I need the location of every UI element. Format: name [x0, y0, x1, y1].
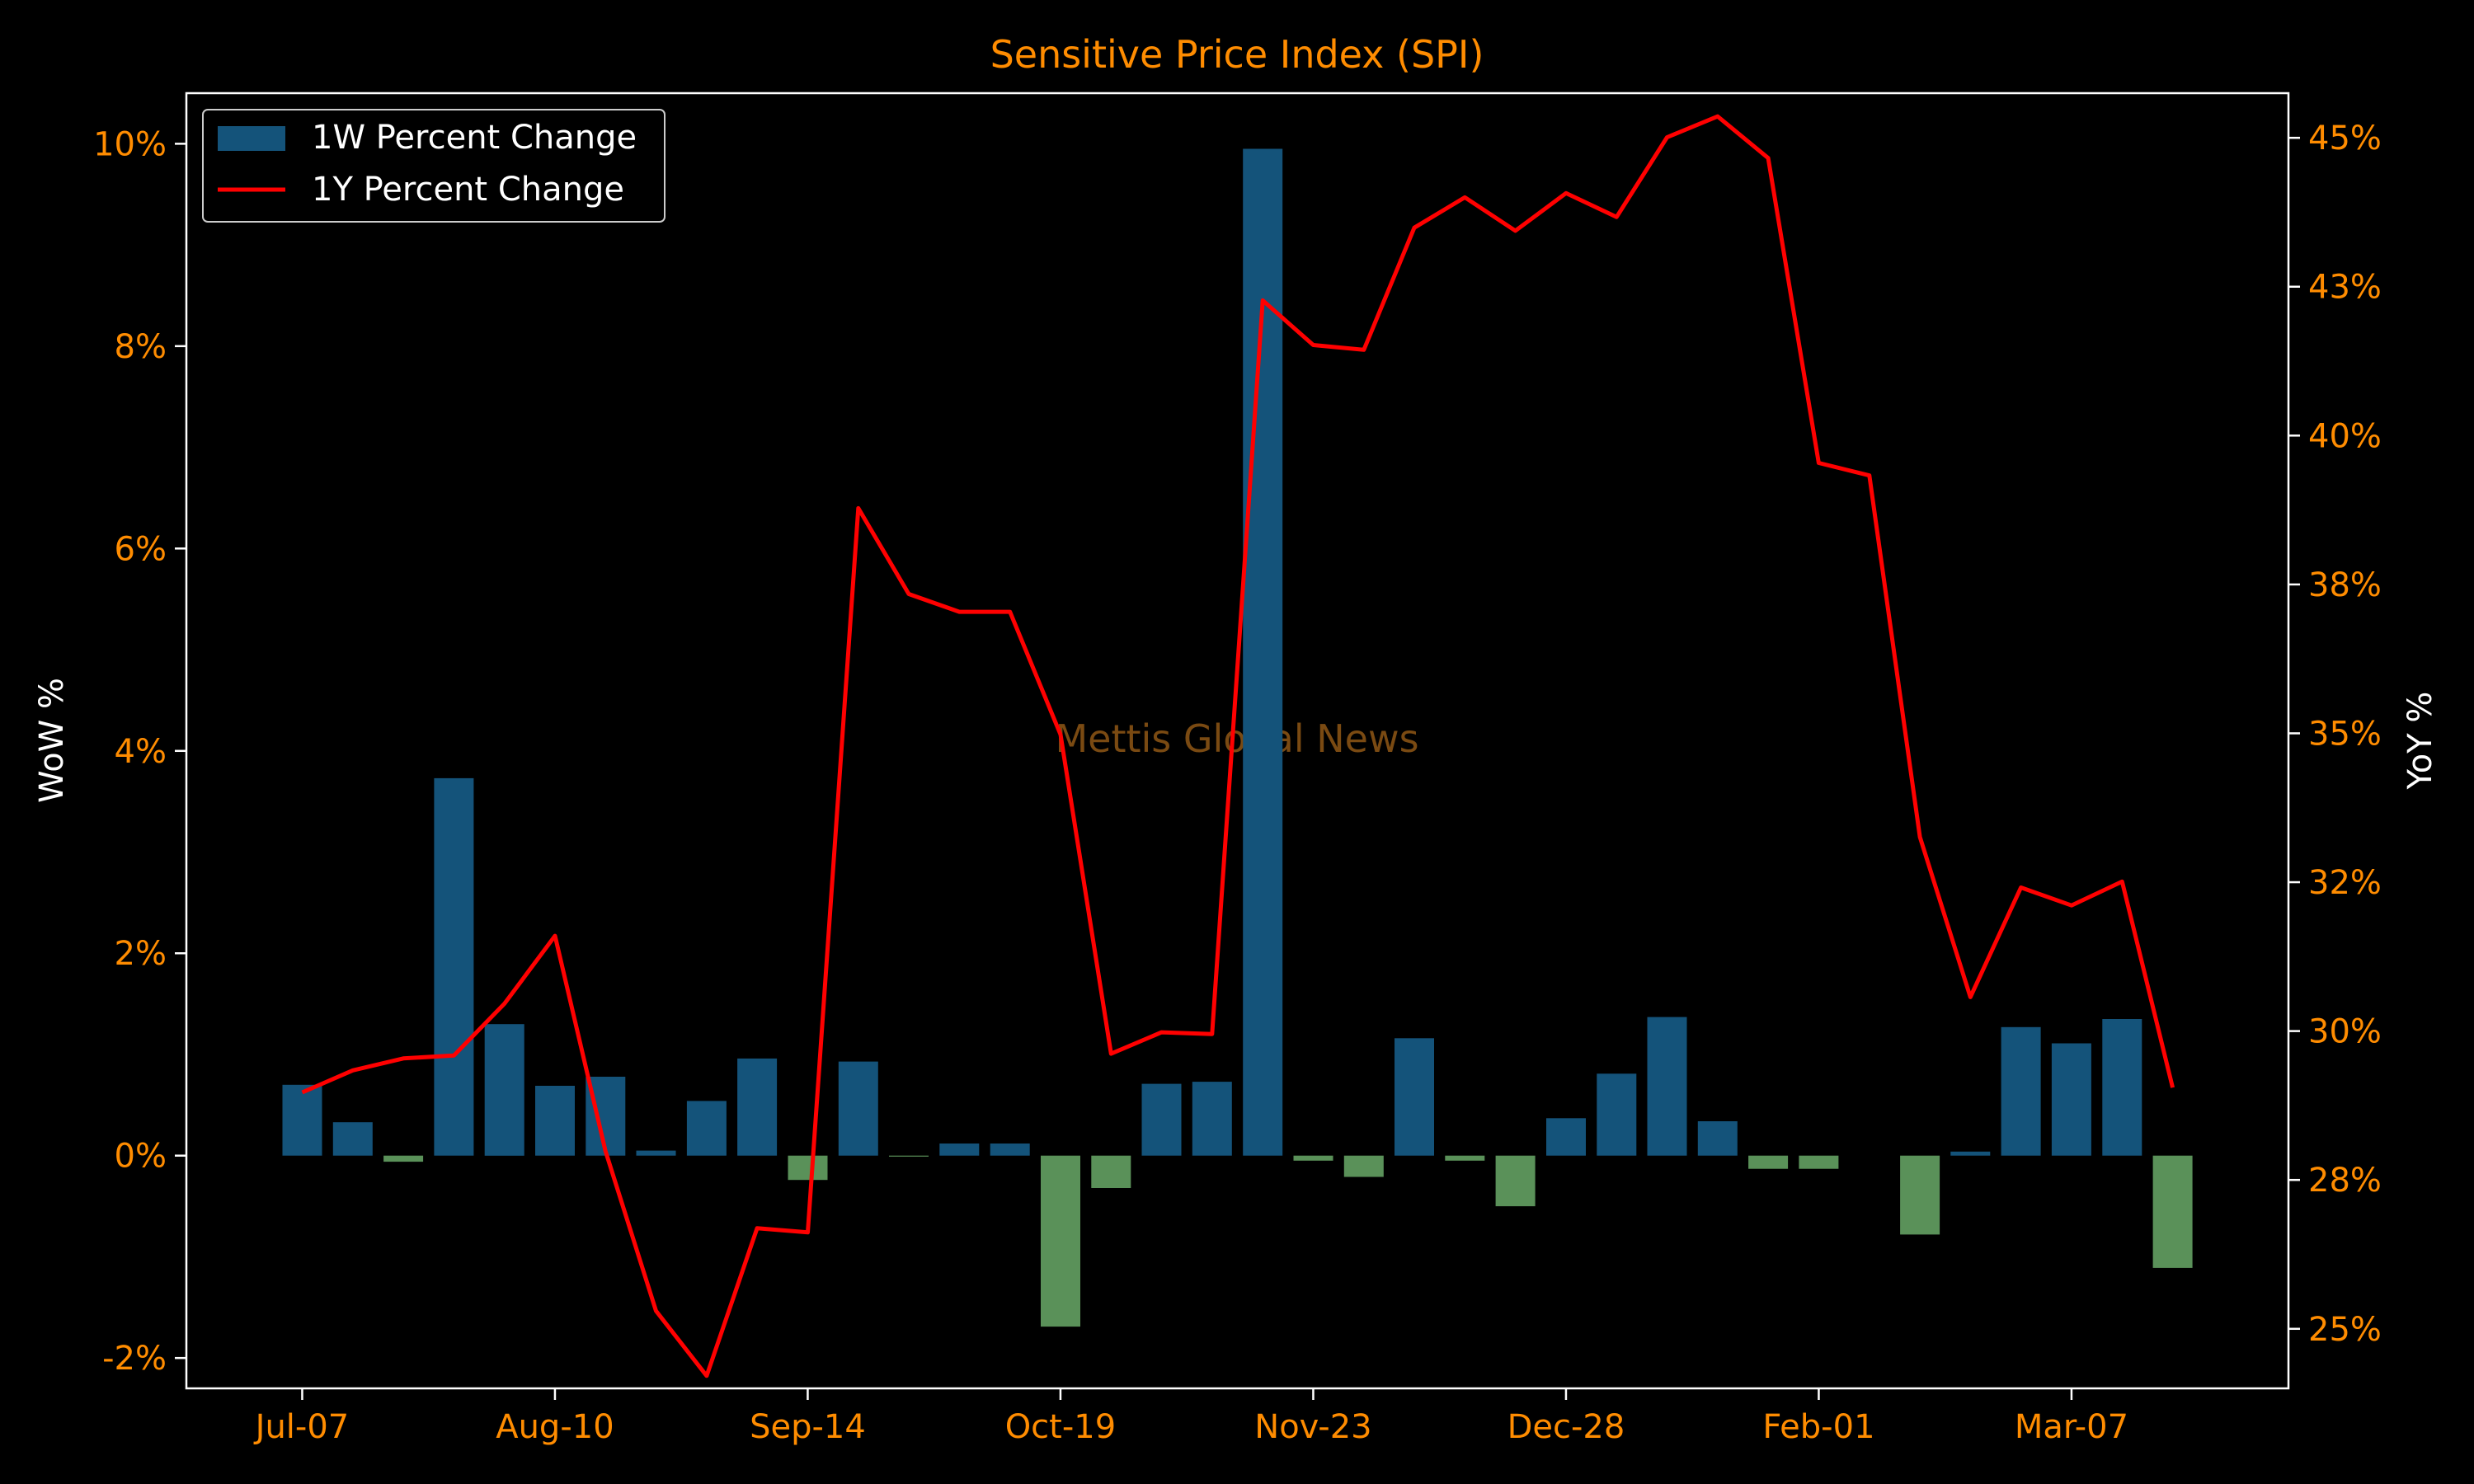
- y-left-tick-label: 10%: [93, 125, 167, 163]
- wow-bar: [434, 777, 474, 1156]
- legend-bar-label: 1W Percent Change: [312, 119, 637, 157]
- wow-bar: [1799, 1155, 1839, 1169]
- wow-bar: [1395, 1038, 1434, 1156]
- y-axis-left-label: WoW %: [33, 678, 71, 803]
- y-axis-right: 25% 28% 30% 32% 35% 38% 40% 43% 45%: [2288, 120, 2382, 1349]
- wow-bar: [1091, 1155, 1131, 1188]
- x-tick-label: Oct-19: [1005, 1408, 1117, 1446]
- wow-bar: [1445, 1155, 1485, 1161]
- y-right-tick-label: 43%: [2308, 269, 2382, 307]
- y-left-tick-label: 4%: [115, 733, 167, 771]
- wow-bar: [1900, 1155, 1940, 1235]
- wow-bar: [686, 1101, 727, 1156]
- wow-bar: [636, 1150, 676, 1156]
- wow-bar: [535, 1086, 575, 1156]
- yoy-line: [301, 114, 2175, 1378]
- x-tick-label: Nov-23: [1254, 1408, 1371, 1446]
- wow-bar: [1647, 1017, 1687, 1156]
- wow-bar: [484, 1024, 524, 1156]
- y-left-tick-label: 8%: [115, 328, 167, 366]
- wow-bar: [838, 1061, 878, 1156]
- wow-bar: [2152, 1155, 2193, 1268]
- wow-bar: [332, 1122, 373, 1156]
- x-tick-label: Aug-10: [496, 1408, 614, 1446]
- wow-bar: [1950, 1151, 1991, 1156]
- wow-bar: [1748, 1155, 1789, 1169]
- y-right-tick-label: 45%: [2308, 120, 2382, 157]
- y-left-tick-label: 0%: [115, 1138, 167, 1176]
- wow-bar: [2001, 1026, 2041, 1156]
- wow-bar: [1041, 1155, 1080, 1327]
- y-left-tick-label: -2%: [102, 1340, 167, 1378]
- wow-bar: [2102, 1019, 2142, 1156]
- wow-bar: [889, 1155, 929, 1157]
- wow-bar: [1343, 1155, 1384, 1177]
- legend-bar-swatch: [218, 126, 285, 151]
- wow-bar: [737, 1058, 778, 1156]
- wow-bar: [1293, 1155, 1333, 1161]
- wow-bar: [1495, 1155, 1536, 1207]
- y-right-tick-label: 35%: [2308, 715, 2382, 753]
- x-axis: Jul-07 Aug-10 Sep-14 Oct-19 Nov-23 Dec-28 Feb-…: [253, 1388, 2128, 1446]
- chart-title: Sensitive Price Index (SPI): [990, 32, 1484, 77]
- x-tick-label: Dec-28: [1507, 1408, 1625, 1446]
- y-right-tick-label: 25%: [2308, 1311, 2382, 1349]
- wow-bar: [1141, 1083, 1182, 1156]
- wow-bar: [939, 1144, 980, 1156]
- wow-bar: [383, 1155, 424, 1162]
- legend-box: [202, 109, 666, 223]
- wow-bar: [788, 1155, 828, 1181]
- x-tick-label: Sep-14: [750, 1408, 866, 1446]
- y-right-tick-label: 38%: [2308, 566, 2382, 604]
- wow-bar: [282, 1084, 322, 1156]
- y-axis-right-label: YoY %: [2401, 692, 2439, 791]
- y-left-tick-label: 6%: [115, 530, 167, 568]
- legend: 1W Percent Change 1Y Percent Change: [202, 109, 666, 223]
- wow-bar: [2051, 1043, 2091, 1156]
- legend-line-label: 1Y Percent Change: [312, 171, 624, 209]
- wow-bar: [1192, 1082, 1232, 1156]
- plot-frame: [185, 92, 2290, 1390]
- y-right-tick-label: 28%: [2308, 1162, 2382, 1200]
- y-right-tick-label: 32%: [2308, 864, 2382, 902]
- line-series: [301, 114, 2175, 1378]
- wow-bar: [1697, 1121, 1738, 1156]
- y-left-tick-label: 2%: [115, 935, 167, 973]
- wow-bar: [1546, 1118, 1586, 1156]
- wow-bar: [1597, 1073, 1637, 1156]
- x-tick-label: Feb-01: [1762, 1408, 1874, 1446]
- y-axis-left: -2% 0% 2% 4% 6% 8% 10%: [93, 125, 186, 1378]
- x-tick-label: Mar-07: [2015, 1408, 2128, 1446]
- wow-bar: [990, 1144, 1030, 1156]
- y-right-tick-label: 40%: [2308, 417, 2382, 455]
- y-right-tick-label: 30%: [2308, 1013, 2382, 1051]
- watermark-text: Mettis Global News: [1055, 716, 1418, 761]
- x-tick-label: Jul-07: [253, 1408, 350, 1446]
